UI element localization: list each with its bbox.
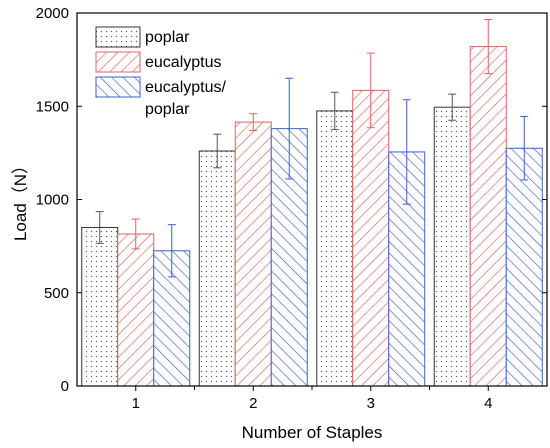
- legend-swatch-eucalyptus-poplar: [95, 76, 141, 98]
- bar-eucalyptus-1: [117, 233, 155, 387]
- y-tick-label: 2000: [36, 5, 69, 22]
- y-tick-label: 0: [61, 378, 69, 395]
- x-axis: 1 2 3 4: [132, 386, 492, 412]
- y-axis-title: Load（N）: [11, 157, 30, 241]
- bar-poplar-2: [198, 150, 236, 387]
- legend-swatch-poplar: [95, 26, 141, 48]
- legend-swatch-eucalyptus: [95, 51, 141, 73]
- legend-label-poplar: poplar: [145, 29, 190, 46]
- y-tick-label: 1500: [36, 98, 69, 115]
- error-bars-layer: [95, 19, 529, 278]
- y-axis: 0 500 1000 1500 2000: [36, 5, 547, 395]
- bars-layer: [81, 46, 543, 387]
- bar-poplar-4: [433, 106, 471, 387]
- bar-poplar-3: [316, 110, 354, 387]
- bar-poplar-1: [81, 226, 119, 387]
- bar-eucalyptus-poplar-4: [505, 147, 543, 387]
- legend-label-eucalyptus-poplar: eucalyptus/poplar: [145, 79, 226, 118]
- x-axis-title: Number of Staples: [242, 423, 383, 442]
- legend-label-eucalyptus: eucalyptus: [145, 54, 222, 71]
- legend: poplar eucalyptus eucalyptus/poplar: [95, 26, 226, 118]
- x-tick-label: 1: [132, 395, 140, 412]
- bar-eucalyptus-3: [352, 89, 390, 387]
- x-tick-label: 4: [484, 395, 492, 412]
- bar-eucalyptus-2: [234, 121, 272, 387]
- x-tick-label: 2: [249, 395, 257, 412]
- x-tick-label: 3: [367, 395, 375, 412]
- y-tick-label: 500: [44, 285, 69, 302]
- y-tick-label: 1000: [36, 192, 69, 209]
- bar-eucalyptus-4: [469, 46, 507, 387]
